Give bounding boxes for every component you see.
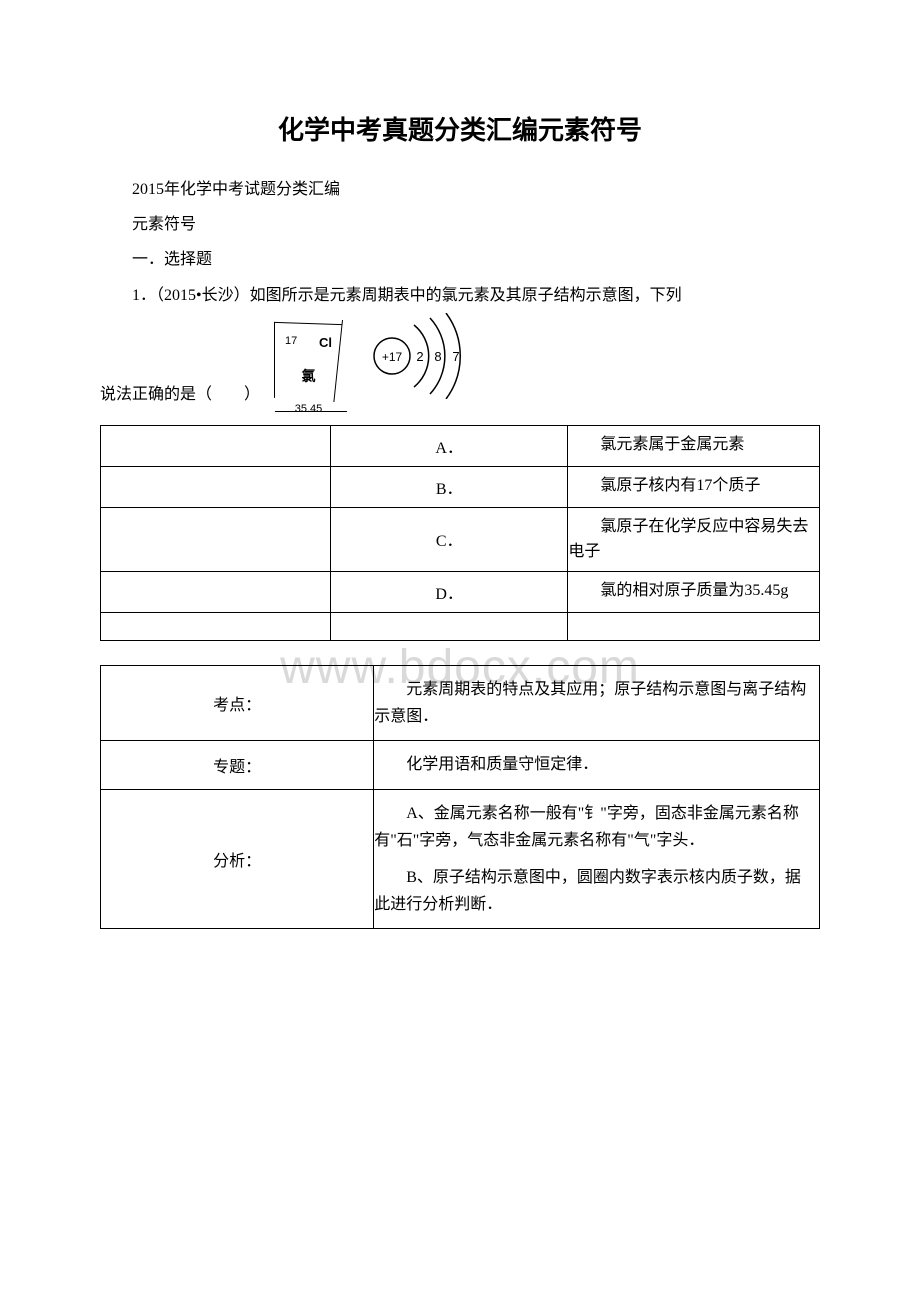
option-text: 氯原子核内有17个质子 bbox=[568, 466, 820, 507]
analysis-label: 分析： bbox=[101, 789, 374, 929]
analysis-content: 化学用语和质量守恒定律． bbox=[374, 741, 820, 789]
option-text: 氯元素属于金属元素 bbox=[568, 425, 820, 466]
option-row-d: D． 氯的相对原子质量为35.45g bbox=[101, 571, 820, 612]
options-table: A． 氯元素属于金属元素 B． 氯原子核内有17个质子 C． 氯原子在化学反应中… bbox=[100, 425, 820, 641]
element-name: 氯 bbox=[275, 364, 342, 392]
analysis-table: 考点： 元素周期表的特点及其应用；原子结构示意图与离子结构示意图． 专题： 化学… bbox=[100, 665, 820, 929]
nucleus-label: +17 bbox=[382, 350, 403, 364]
analysis-row-zhuanti: 专题： 化学用语和质量守恒定律． bbox=[101, 741, 820, 789]
page-title: 化学中考真题分类汇编元素符号 bbox=[100, 110, 820, 147]
analysis-row-fenxi: 分析： A、金属元素名称一般有"钅"字旁，固态非金属元素名称有"石"字旁，气态非… bbox=[101, 789, 820, 929]
option-text: 氯的相对原子质量为35.45g bbox=[568, 571, 820, 612]
periodic-table-cell: 17 Cl 氯 35.45 bbox=[274, 323, 342, 411]
option-row-a: A． 氯元素属于金属元素 bbox=[101, 425, 820, 466]
analysis-label: 专题： bbox=[101, 741, 374, 789]
shell-3-count: 7 bbox=[452, 349, 459, 364]
option-letter: D． bbox=[331, 571, 568, 612]
question-1-suffix: 说法正确的是（ ） bbox=[100, 379, 260, 411]
analysis-content: A、金属元素名称一般有"钅"字旁，固态非金属元素名称有"石"字旁，气态非金属元素… bbox=[374, 789, 820, 929]
option-text: 氯原子在化学反应中容易失去电子 bbox=[568, 507, 820, 571]
option-letter: C． bbox=[331, 507, 568, 571]
atom-structure-diagram: +17 2 8 7 bbox=[360, 313, 480, 411]
element-mass: 35.45 bbox=[275, 398, 342, 420]
analysis-row-kaodian: 考点： 元素周期表的特点及其应用；原子结构示意图与离子结构示意图． bbox=[101, 665, 820, 740]
question-1-line-1: 1．（2015•长沙）如图所示是元素周期表中的氯元素及其原子结构示意图，下列 bbox=[100, 278, 820, 313]
intro-line-1: 2015年化学中考试题分类汇编 bbox=[100, 172, 820, 207]
element-number: 17 bbox=[285, 335, 297, 347]
option-letter: A． bbox=[331, 425, 568, 466]
element-symbol: Cl bbox=[319, 330, 332, 356]
question-1-line-2: 说法正确的是（ ） 17 Cl 氯 35.45 bbox=[100, 313, 820, 411]
analysis-label: 考点： bbox=[101, 665, 374, 740]
option-letter: B． bbox=[331, 466, 568, 507]
section-heading: 一．选择题 bbox=[100, 242, 820, 277]
shell-2-count: 8 bbox=[434, 349, 441, 364]
option-row-empty bbox=[101, 612, 820, 640]
analysis-content: 元素周期表的特点及其应用；原子结构示意图与离子结构示意图． bbox=[374, 665, 820, 740]
shell-1-count: 2 bbox=[416, 349, 423, 364]
option-row-b: B． 氯原子核内有17个质子 bbox=[101, 466, 820, 507]
option-row-c: C． 氯原子在化学反应中容易失去电子 bbox=[101, 507, 820, 571]
page-content: 化学中考真题分类汇编元素符号 2015年化学中考试题分类汇编 元素符号 一．选择… bbox=[100, 110, 820, 929]
intro-line-2: 元素符号 bbox=[100, 207, 820, 242]
